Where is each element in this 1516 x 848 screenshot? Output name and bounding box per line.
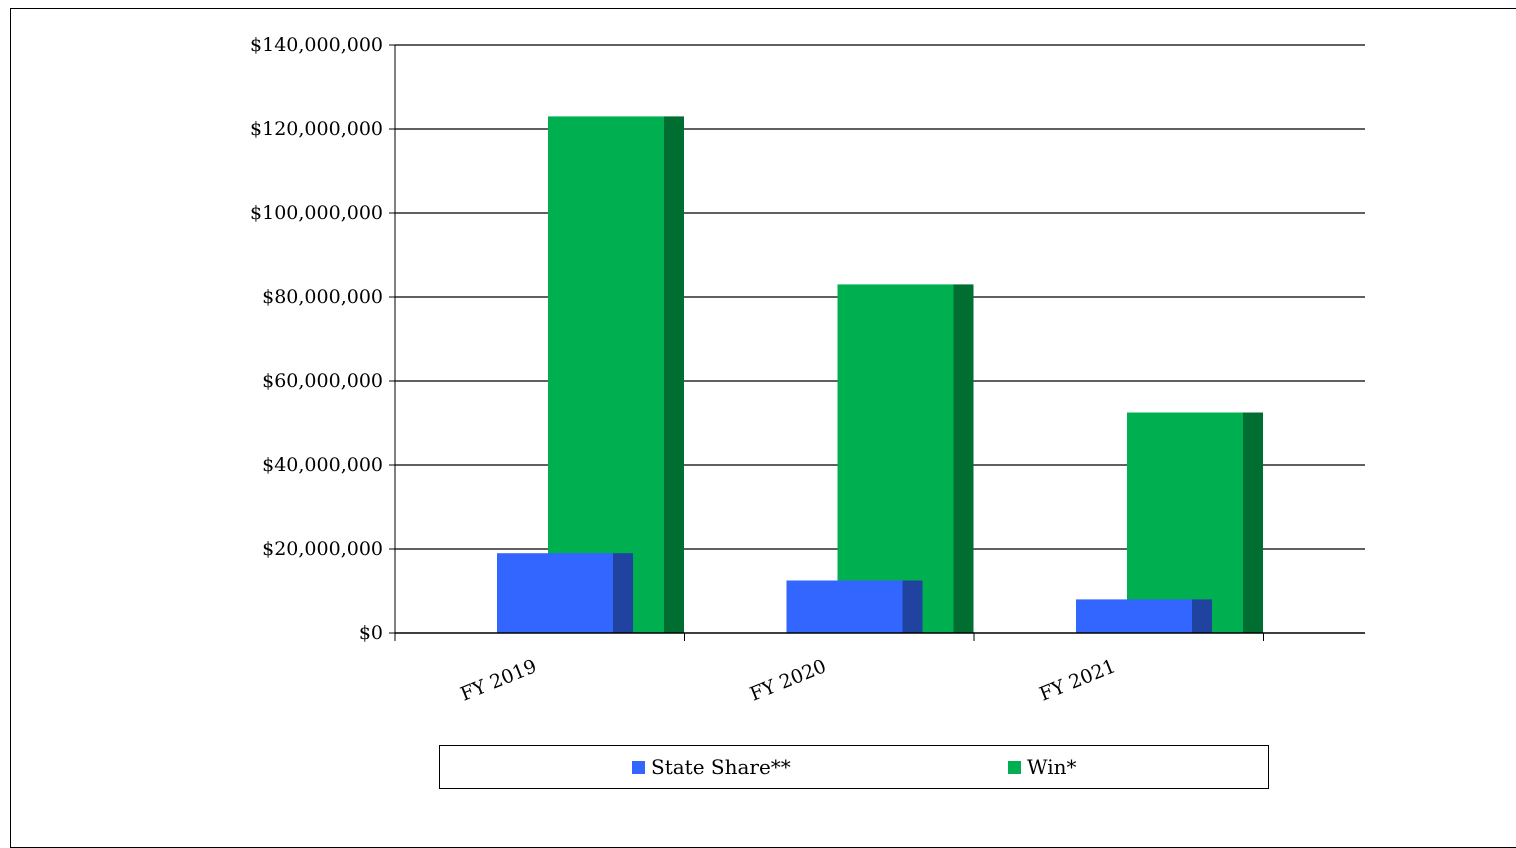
bar-win-side [664,116,684,633]
x-category-label: FY 2019 [457,655,540,705]
bar-win [1127,412,1243,633]
y-tick-label: $100,000,000 [250,202,383,224]
y-tick-label: $40,000,000 [262,454,383,476]
y-tick-label: $0 [359,622,383,644]
bar-state-share [497,553,613,633]
y-tick-label: $140,000,000 [250,34,383,56]
y-tick-label: $120,000,000 [250,118,383,140]
bar-win [548,116,664,633]
legend-item-state-share: State Share** [632,755,791,779]
legend-label-state-share: State Share** [651,755,791,779]
x-category-label: FY 2020 [747,655,830,705]
bar-state-share-side [1192,599,1212,633]
bar-state-share-side [613,553,633,633]
bar-state-share [1076,599,1192,633]
y-tick-label: $20,000,000 [262,538,383,560]
bar-win-side [1243,412,1263,633]
legend-swatch-state-share [632,760,645,774]
x-category-label: FY 2021 [1036,655,1119,705]
y-tick-label: $60,000,000 [262,370,383,392]
bar-win-side [953,284,974,633]
y-tick-label: $80,000,000 [262,286,383,308]
bar-win [837,284,954,633]
legend-item-win: Win* [1008,755,1076,779]
bar-chart: $0 $20,000,000 $40,000,000 $60,000,000 $80,0… [250,34,1365,706]
legend-label-win: Win* [1027,755,1077,779]
bar-state-share-side [902,580,923,633]
legend-swatch-win [1008,760,1021,774]
legend: State Share** Win* [439,745,1269,789]
bar-state-share [786,580,903,633]
